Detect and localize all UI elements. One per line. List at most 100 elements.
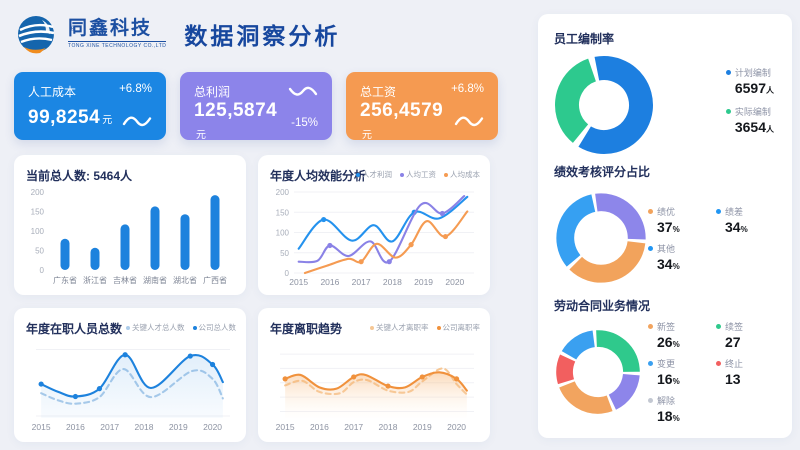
- staffing-donut-chart: [555, 56, 653, 155]
- legend-dot-icon: [648, 245, 653, 251]
- contracts-legend: 新签 26% 续签 27 变更 16% 终止 13 解除 18%: [648, 320, 774, 424]
- legend-value: 16%: [657, 370, 680, 387]
- legend-dot-icon: [725, 70, 731, 76]
- wave-up-icon: [454, 116, 484, 127]
- legend-item-关键人才离职率[interactable]: 关键人才离职率: [370, 322, 429, 333]
- kpi-card-right: +6.8%: [451, 83, 484, 129]
- svg-text:100: 100: [276, 229, 290, 238]
- legend-label: 解除: [657, 395, 676, 406]
- svg-text:0: 0: [40, 266, 45, 275]
- legend-label: 人均成本: [450, 170, 480, 179]
- header: ® 同鑫科技 TONG XINE TECHNOLOGY CO.,LTD 数据洞察…: [16, 14, 340, 54]
- svg-text:2015: 2015: [32, 422, 51, 432]
- legend-label: 关键人才总人数: [132, 323, 185, 332]
- legend-dot-icon: [444, 172, 448, 177]
- panel-headcount: 当前总人数: 5464人 200 150 100 50 0 广东省 浙江省 吉林省 湖南省 湖北省…: [14, 155, 246, 295]
- kpi-card-2: 总利润 125,5874元 -15%: [180, 72, 332, 141]
- donut-segment-计划编制: [555, 56, 653, 155]
- donut-legend-item-续签[interactable]: 续签 27: [716, 320, 774, 350]
- staffing-legend: 计划编制 6597人 实际编制 3654人: [725, 66, 774, 144]
- kpi-value: 99,8254 元: [28, 107, 113, 128]
- wave-up-icon: [122, 116, 152, 127]
- legend-value: 34%: [657, 255, 680, 272]
- legend-item-公司总人数[interactable]: 公司总人数: [192, 322, 236, 333]
- legend-dot-icon: [400, 172, 404, 177]
- legend-value-suffix: 人: [766, 125, 774, 135]
- legend-label: 关键人才离职率: [376, 323, 429, 332]
- kpi-card-right: +6.8%: [119, 83, 152, 129]
- section-performance: 绩效考核评分占比 绩优 37% 绩差 34% 其他 34%: [554, 163, 776, 296]
- kpi-value: 256,4579元: [360, 100, 444, 141]
- performance-title: 绩效考核评分占比: [554, 165, 651, 180]
- legend-value-suffix: %: [672, 376, 680, 386]
- panel-efficiency-title: 年度人均效能分析: [270, 169, 367, 183]
- bar-浙江省: [90, 247, 100, 270]
- legend-dot-icon: [716, 323, 721, 329]
- legend-item-人均工资[interactable]: 人均工资: [400, 169, 436, 180]
- contracts-title: 劳动合同业务情况: [554, 298, 651, 313]
- legend-value: 13: [725, 370, 741, 387]
- legend-label: 终止: [725, 358, 744, 369]
- donut-legend-item-其他[interactable]: 其他 34%: [648, 242, 710, 272]
- turnover-area-chart: 2015 2016 2017 2018 2019 2020: [276, 353, 474, 432]
- donut-segment-其他: [556, 193, 646, 284]
- legend-value: 37%: [657, 218, 680, 235]
- svg-text:200: 200: [31, 188, 45, 197]
- donut-segment-新签: [556, 330, 640, 414]
- panel-onjob: 年度在职人员总数 关键人才总人数 公司总人数 2015 2016 2017 2018 20…: [14, 308, 246, 442]
- donut-legend-item-变更[interactable]: 变更 16%: [648, 357, 710, 387]
- legend-dot-icon: [192, 325, 197, 330]
- kpi-card-1: 人工成本 99,8254 元 +6.8%: [14, 72, 166, 140]
- legend-item-人才利润[interactable]: 人才利润: [356, 169, 392, 180]
- right-summary-card: 员工编制率 计划编制 6597人 实际编制 3654人 绩效考核评分占比 绩优 37% 绩…: [538, 14, 792, 438]
- headcount-bar-chart: 200 150 100 50 0 广东省 浙江省 吉林省 湖南省 湖北省 广西省: [31, 188, 227, 285]
- kpi-card-right: -15%: [288, 83, 318, 129]
- legend-value-suffix: 人: [766, 86, 774, 96]
- panel-onjob-title: 年度在职人员总数: [26, 322, 123, 336]
- legend-label: 续签: [725, 321, 744, 332]
- donut-legend-item-实际编制[interactable]: 实际编制 3654人: [725, 105, 774, 135]
- bar-广东省: [60, 238, 70, 270]
- section-staffing: 员工编制率 计划编制 6597人 实际编制 3654人: [554, 30, 776, 163]
- legend-label: 绩优: [657, 206, 676, 217]
- donut-segment-绩优: [556, 193, 646, 284]
- donut-legend-item-绩优[interactable]: 绩优 37%: [648, 205, 710, 235]
- bar-广西省: [210, 195, 220, 270]
- legend-item-人均成本[interactable]: 人均成本: [444, 169, 480, 180]
- kpi-card-3: 总工资 256,4579元 +6.8%: [346, 72, 498, 141]
- company-name-en: TONG XINE TECHNOLOGY CO.,LTD: [68, 41, 167, 49]
- donut-segment-续签: [556, 330, 640, 414]
- svg-text:2016: 2016: [310, 422, 329, 432]
- kpi-label: 人工成本: [28, 85, 77, 99]
- legend-label: 计划编制: [734, 68, 771, 79]
- svg-text:广东省: 广东省: [53, 275, 77, 285]
- svg-text:2019: 2019: [169, 422, 188, 432]
- contracts-donut-chart: [556, 330, 640, 414]
- svg-text:0: 0: [285, 269, 290, 278]
- legend-dot-icon: [648, 323, 653, 329]
- donut-legend-item-解除[interactable]: 解除 18%: [648, 394, 710, 424]
- kpi-trend: +6.8%: [119, 83, 152, 95]
- efficiency-line-chart: 0 50 100 150 200 2015 2016 2017 2018 2019 2020: [276, 188, 474, 287]
- legend-item-公司离职率[interactable]: 公司离职率: [436, 322, 480, 333]
- legend-item-关键人才总人数[interactable]: 关键人才总人数: [126, 322, 185, 333]
- donut-legend-item-新签[interactable]: 新签 26%: [648, 320, 710, 350]
- onjob-area-chart: 2015 2016 2017 2018 2019 2020: [32, 349, 230, 432]
- donut-legend-item-计划编制[interactable]: 计划编制 6597人: [725, 66, 774, 96]
- series-人才利润: [297, 195, 469, 250]
- panel-headcount-title: 当前总人数: 5464人: [26, 169, 133, 183]
- legend-value: 26%: [657, 333, 680, 350]
- donut-legend-item-终止[interactable]: 终止 13: [716, 357, 774, 387]
- onjob-legend: 关键人才总人数 公司总人数: [126, 322, 236, 333]
- legend-label: 实际编制: [734, 107, 771, 118]
- legend-dot-icon: [648, 360, 653, 366]
- legend-value: 27: [725, 333, 741, 350]
- wave-down-icon: [288, 86, 318, 96]
- donut-legend-item-绩差[interactable]: 绩差 34%: [716, 205, 774, 235]
- kpi-unit: 元: [196, 130, 207, 141]
- donut-segment-绩差: [556, 193, 646, 284]
- svg-text:100: 100: [31, 227, 45, 236]
- page-title: 数据洞察分析: [184, 23, 341, 49]
- legend-dot-icon: [648, 397, 653, 403]
